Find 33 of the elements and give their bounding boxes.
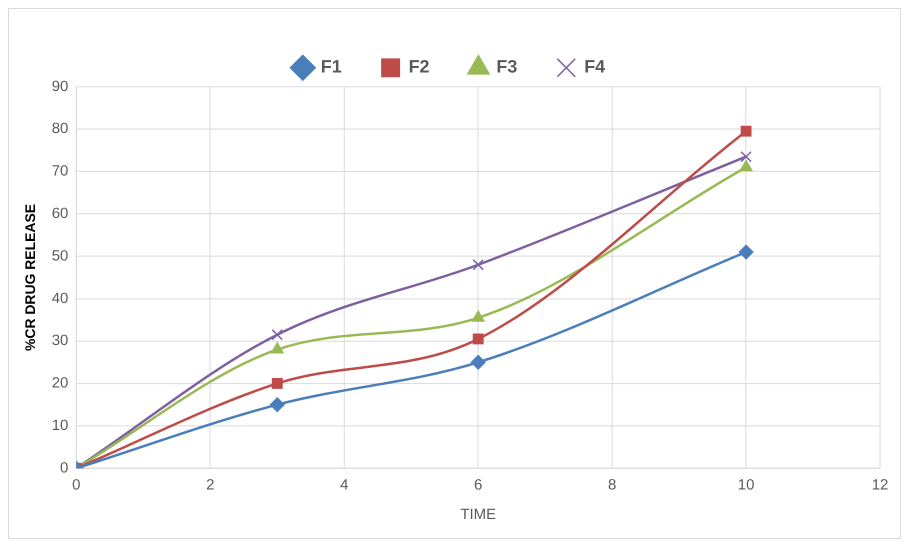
x-tick-label: 4: [340, 476, 348, 494]
y-tick-label: 90: [52, 78, 68, 95]
legend-label: F4: [584, 56, 606, 77]
point: [470, 354, 486, 370]
y-tick-label: 80: [52, 120, 68, 138]
point: [472, 334, 484, 344]
y-tick-label: 70: [52, 162, 68, 180]
x-tick-label: 6: [474, 476, 482, 494]
x-tick-label: 2: [206, 476, 214, 494]
y-axis-title: %CR DRUG RELEASE: [22, 204, 38, 351]
point: [270, 342, 284, 354]
y-tick-label: 0: [60, 459, 68, 476]
y-tick-label: 50: [52, 247, 68, 264]
y-tick-label: 10: [52, 417, 68, 434]
point: [270, 397, 285, 412]
x-tick-label: 12: [872, 476, 888, 494]
legend-label: F1: [320, 56, 342, 77]
y-tick-label: 60: [52, 205, 68, 222]
x-tick-label: 0: [72, 476, 80, 494]
y-tick-label: 20: [52, 374, 68, 392]
point: [740, 150, 752, 162]
legend-label: F3: [496, 56, 518, 77]
x-axis-title: TIME: [460, 506, 496, 524]
y-tick-label: 40: [52, 290, 68, 307]
point: [272, 329, 283, 340]
point: [472, 259, 484, 270]
legend-label: F2: [408, 56, 430, 77]
point: [738, 244, 754, 260]
point: [740, 126, 752, 137]
x-tick-label: 10: [738, 476, 754, 494]
y-tick-label: 30: [52, 332, 68, 350]
x-tick-label: 8: [608, 476, 616, 494]
point: [272, 378, 283, 389]
